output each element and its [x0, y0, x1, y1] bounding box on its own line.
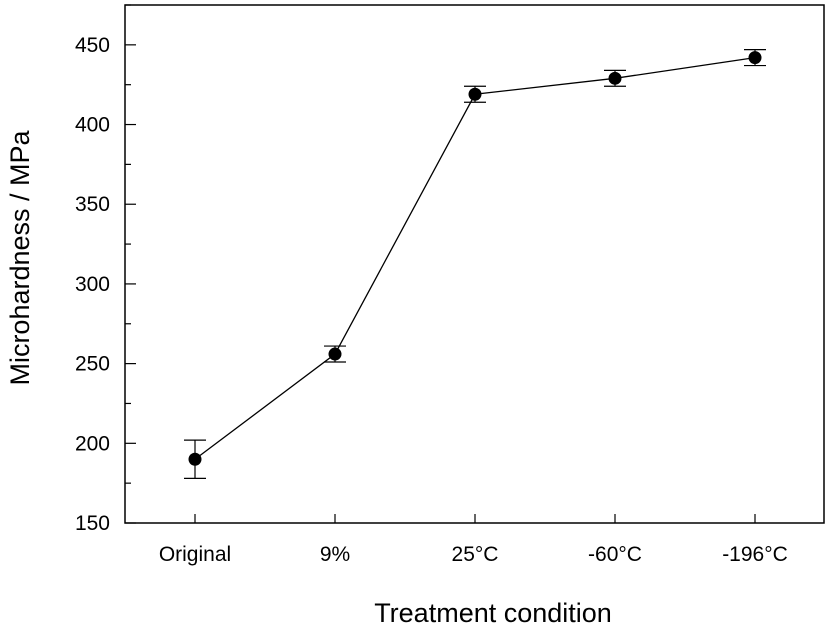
x-tick-label: -60°C	[588, 543, 642, 566]
data-point	[188, 452, 202, 466]
y-tick-label: 150	[75, 512, 110, 535]
x-tick-label: 25°C	[452, 543, 499, 566]
x-axis-title: Treatment condition	[374, 598, 612, 628]
y-axis-title: Microhardness / MPa	[5, 129, 35, 385]
y-tick-label: 250	[75, 353, 110, 376]
data-point	[748, 51, 762, 65]
data-point	[328, 347, 342, 361]
y-tick-label: 300	[75, 273, 110, 296]
series-layer	[184, 49, 766, 479]
plot-frame	[124, 4, 825, 524]
x-tick-label: Original	[159, 543, 231, 566]
x-tick-label: 9%	[320, 543, 350, 566]
data-point	[608, 71, 622, 85]
x-tick-label: -196°C	[722, 543, 788, 566]
y-tick-label: 450	[75, 34, 110, 57]
data-point	[468, 87, 482, 101]
x-axis-ticks: Original 9% 25°C -60°C -196°C	[159, 514, 788, 566]
y-tick-label: 400	[75, 114, 110, 137]
y-tick-label: 350	[75, 193, 110, 216]
series-line	[194, 56, 756, 460]
y-tick-label: 200	[75, 432, 110, 455]
y-axis-ticks: 150 200 250 300 350 400 450	[75, 4, 136, 535]
